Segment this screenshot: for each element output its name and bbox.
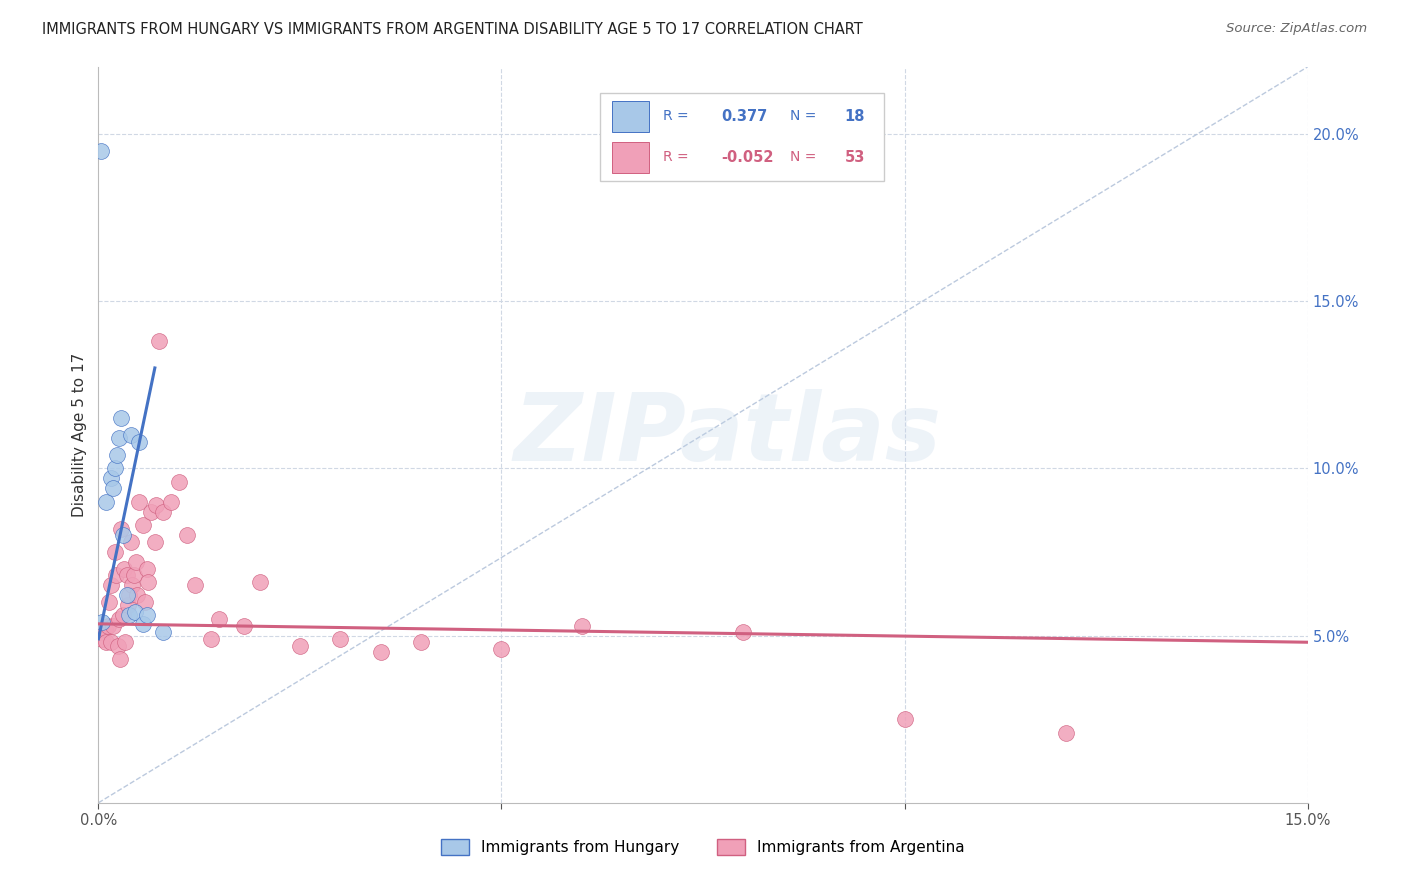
- Point: [115, 589, 138, 603]
- Point: [91, 615, 114, 630]
- Point: [176, 528, 198, 542]
- Point: [145, 498, 167, 512]
- Point: [733, 625, 755, 640]
- Point: [100, 635, 122, 649]
- Point: [160, 494, 183, 508]
- Point: [128, 494, 150, 508]
- Bar: [613, 142, 648, 172]
- Point: [135, 562, 157, 576]
- Point: [122, 568, 145, 582]
- Point: [127, 589, 149, 603]
- Point: [409, 635, 432, 649]
- Text: N =: N =: [790, 110, 817, 123]
- Point: [249, 574, 271, 589]
- Point: [114, 635, 136, 649]
- Point: [90, 625, 112, 640]
- Y-axis label: Disability Age 5 to 17: Disability Age 5 to 17: [72, 352, 87, 517]
- Point: [208, 612, 231, 626]
- Point: [491, 642, 513, 657]
- Point: [111, 608, 134, 623]
- Point: [134, 595, 156, 609]
- Point: [115, 568, 138, 582]
- Point: [329, 632, 352, 646]
- Point: [96, 635, 118, 649]
- Point: [110, 411, 132, 425]
- Legend: Immigrants from Hungary, Immigrants from Argentina: Immigrants from Hungary, Immigrants from…: [434, 833, 972, 862]
- Text: 18: 18: [845, 109, 865, 124]
- Point: [117, 599, 139, 613]
- Point: [96, 494, 118, 508]
- Point: [118, 608, 141, 623]
- Point: [100, 471, 122, 485]
- Point: [101, 618, 124, 632]
- Point: [152, 625, 174, 640]
- Point: [124, 605, 146, 619]
- Point: [571, 618, 593, 632]
- Point: [184, 578, 207, 592]
- Point: [148, 334, 170, 348]
- Point: [132, 518, 155, 533]
- Point: [90, 144, 112, 158]
- Point: [107, 612, 129, 626]
- Text: N =: N =: [790, 150, 817, 164]
- Text: 0.377: 0.377: [721, 109, 768, 124]
- Point: [370, 645, 392, 659]
- Point: [200, 632, 222, 646]
- Text: ZIPatlas: ZIPatlas: [513, 389, 941, 481]
- Point: [167, 475, 190, 489]
- Point: [132, 616, 155, 631]
- Point: [143, 534, 166, 549]
- Point: [97, 595, 120, 609]
- Text: -0.052: -0.052: [721, 150, 773, 165]
- Point: [107, 639, 129, 653]
- Point: [138, 574, 160, 589]
- Point: [103, 545, 125, 559]
- Point: [232, 618, 254, 632]
- Point: [1054, 725, 1077, 739]
- Text: Source: ZipAtlas.com: Source: ZipAtlas.com: [1226, 22, 1367, 36]
- Point: [139, 505, 162, 519]
- Point: [118, 589, 141, 603]
- Point: [91, 632, 114, 646]
- Point: [124, 555, 146, 569]
- Point: [97, 618, 120, 632]
- Point: [110, 521, 132, 535]
- FancyBboxPatch shape: [600, 93, 884, 181]
- Point: [105, 448, 128, 462]
- Text: R =: R =: [664, 150, 689, 164]
- Point: [152, 505, 174, 519]
- Point: [94, 622, 117, 636]
- Point: [108, 652, 131, 666]
- Bar: [613, 101, 648, 132]
- Point: [128, 434, 150, 449]
- Point: [107, 431, 129, 445]
- Point: [288, 639, 311, 653]
- Point: [100, 578, 122, 592]
- Point: [103, 461, 125, 475]
- Point: [105, 568, 128, 582]
- Point: [112, 562, 135, 576]
- Point: [101, 481, 124, 495]
- Point: [120, 427, 142, 442]
- Point: [135, 608, 157, 623]
- Point: [111, 528, 134, 542]
- Point: [120, 534, 142, 549]
- Point: [893, 712, 915, 726]
- Point: [121, 578, 143, 592]
- Text: R =: R =: [664, 110, 689, 123]
- Text: IMMIGRANTS FROM HUNGARY VS IMMIGRANTS FROM ARGENTINA DISABILITY AGE 5 TO 17 CORR: IMMIGRANTS FROM HUNGARY VS IMMIGRANTS FR…: [42, 22, 863, 37]
- Text: 53: 53: [845, 150, 865, 165]
